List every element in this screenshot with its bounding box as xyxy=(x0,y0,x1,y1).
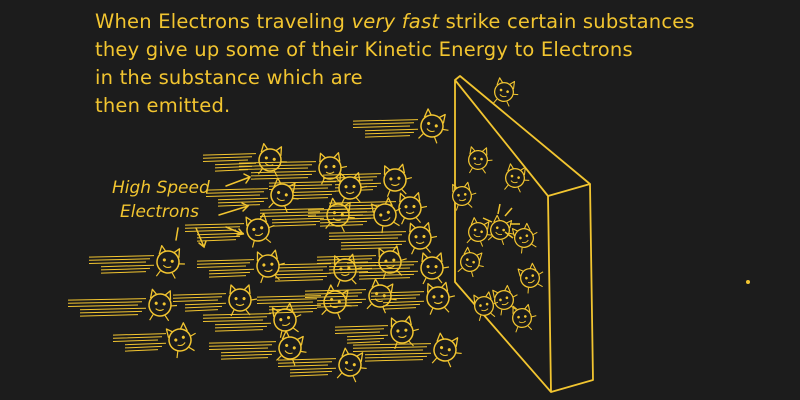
electron-body xyxy=(420,252,450,285)
caption-line-2: they give up some of their Kinetic Energ… xyxy=(95,38,633,61)
speed-lines xyxy=(112,333,167,352)
electron-body xyxy=(397,191,429,226)
speed-lines xyxy=(205,188,269,207)
speed-lines xyxy=(259,208,325,227)
electron-figure xyxy=(268,171,369,206)
label-line-2: Electrons xyxy=(120,202,199,222)
label-line-1: High Speed xyxy=(112,178,210,198)
caption-line-1: When Electrons traveling very fast strik… xyxy=(95,8,695,36)
speed-lines xyxy=(196,259,255,278)
electron-body xyxy=(334,346,372,386)
high-speed-electrons-label: High Speed Electrons xyxy=(112,176,210,224)
caption-emphasis: very fast xyxy=(351,10,440,33)
electron-figure xyxy=(208,329,312,370)
electron-body xyxy=(381,162,415,198)
speed-lines xyxy=(256,295,322,314)
speed-lines xyxy=(184,223,245,242)
electron-body xyxy=(364,277,402,317)
speed-lines xyxy=(307,208,372,227)
electron-figure xyxy=(307,194,408,235)
speed-lines xyxy=(202,153,257,172)
caption-line-1-end: strike certain substances xyxy=(439,10,695,33)
speed-lines xyxy=(67,298,147,317)
electron-figure xyxy=(172,284,258,317)
speed-lines xyxy=(268,181,337,200)
emitted-electron xyxy=(515,260,550,295)
electron-body xyxy=(407,221,439,256)
electron-body xyxy=(153,244,189,282)
electron-body xyxy=(425,281,457,316)
electron-figure xyxy=(205,176,304,217)
electron-figure xyxy=(346,252,450,285)
electron-figure xyxy=(256,283,357,324)
emitted-electron xyxy=(455,246,489,281)
speed-lines xyxy=(346,261,419,280)
speed-lines xyxy=(328,231,407,250)
speed-lines xyxy=(88,255,155,274)
electron-figure xyxy=(334,314,422,350)
electron-figure xyxy=(370,281,457,316)
electron-figure xyxy=(352,331,467,371)
stray-dot xyxy=(746,280,750,284)
impact-burst xyxy=(482,203,520,239)
emitted-electron xyxy=(502,162,533,196)
speed-lines xyxy=(352,119,419,138)
electron-figure xyxy=(352,107,454,148)
electron-body xyxy=(146,288,179,324)
electron-figure xyxy=(88,244,189,282)
caption-line-3: in the substance which are xyxy=(95,66,363,89)
speed-lines xyxy=(208,341,277,360)
electron-figure xyxy=(262,252,365,288)
electron-figure xyxy=(259,197,359,236)
electron-body xyxy=(429,331,467,371)
electron-figure xyxy=(304,277,402,317)
electron-body xyxy=(243,211,279,249)
speed-lines xyxy=(262,263,332,282)
electron-figure xyxy=(238,151,349,186)
speed-lines xyxy=(334,325,389,344)
electron-figure xyxy=(196,248,288,284)
electron-body xyxy=(163,319,203,360)
emitted-electron xyxy=(510,303,539,334)
electron-body xyxy=(331,252,365,288)
caption-line-1-start: When Electrons traveling xyxy=(95,10,352,33)
electron-figure xyxy=(202,142,291,180)
speed-lines xyxy=(352,343,432,362)
target-plate xyxy=(454,75,594,393)
label-arrows xyxy=(175,173,252,249)
electron-figure xyxy=(184,211,279,249)
incoming-electrons xyxy=(67,107,467,386)
speed-lines xyxy=(238,161,317,180)
electron-figure xyxy=(202,300,307,340)
electron-figure xyxy=(112,319,203,360)
speed-lines xyxy=(277,358,337,377)
electron-body xyxy=(255,142,291,180)
caption-text: When Electrons traveling very fast strik… xyxy=(95,8,695,120)
electron-body xyxy=(228,284,258,317)
speed-lines xyxy=(370,291,425,310)
speed-lines xyxy=(172,293,227,312)
emitted-electron xyxy=(510,220,543,255)
emitted-electron xyxy=(467,145,494,176)
caption-line-4: then emitted. xyxy=(95,94,231,117)
electron-figure xyxy=(277,346,372,386)
speed-lines xyxy=(202,313,272,332)
electron-figure xyxy=(328,221,439,256)
electron-figure xyxy=(67,288,179,324)
speed-lines xyxy=(304,289,367,308)
